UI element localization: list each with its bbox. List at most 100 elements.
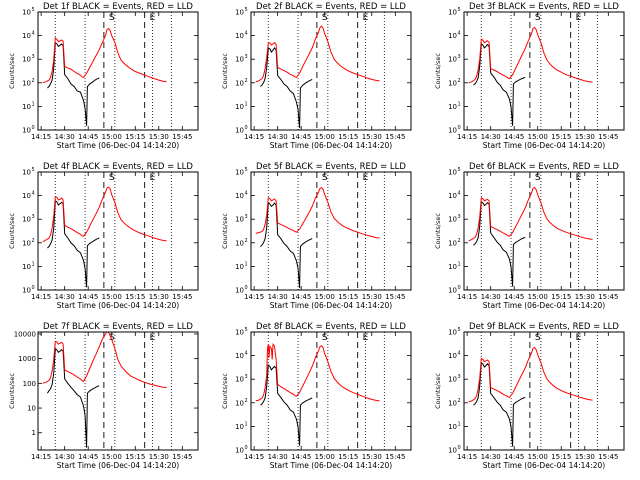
x-axis-label: Start Time (06-Dec-04 14:14:20) <box>483 301 605 310</box>
y-tick-label: 10 <box>235 9 244 17</box>
x-tick-label: 14:15 <box>31 133 51 141</box>
x-tick-label: 15:15 <box>551 293 571 301</box>
x-tick-label: 14:45 <box>291 293 311 301</box>
time-marker-label: S <box>109 173 115 183</box>
y-tick-label: 10 <box>448 399 457 407</box>
y-tick-exponent: 2 <box>458 238 461 244</box>
x-tick-label: 14:30 <box>55 453 75 461</box>
x-tick-label: 15:45 <box>172 453 192 461</box>
y-tick-exponent: 0 <box>458 285 461 291</box>
y-axis-label: Counts/sec <box>8 213 16 249</box>
x-tick-label: 14:30 <box>268 453 288 461</box>
time-marker-label: E <box>576 173 582 183</box>
plot-frame <box>37 171 199 291</box>
y-tick-exponent: 1 <box>458 101 461 107</box>
y-tick-label: 10 <box>22 56 31 64</box>
x-tick-label: 15:00 <box>102 453 122 461</box>
y-tick-exponent: 2 <box>245 398 248 404</box>
y-tick-label: 10 <box>448 32 457 40</box>
y-tick-exponent: 4 <box>458 191 461 197</box>
time-marker-label: S <box>535 173 541 183</box>
y-axis-label: Counts/sec <box>221 213 229 249</box>
x-axis-label: Start Time (06-Dec-04 14:14:20) <box>483 461 605 470</box>
y-tick-label: 10 <box>235 287 244 295</box>
y-tick-label: 10 <box>22 216 31 224</box>
time-marker-label: E <box>150 333 156 343</box>
y-tick-label: 10 <box>448 192 457 200</box>
events-series-line <box>47 199 100 288</box>
y-tick-exponent: 1 <box>32 261 35 267</box>
y-tick-label: 10 <box>235 127 244 135</box>
y-tick-exponent: 4 <box>245 351 248 357</box>
y-tick-label: 10 <box>448 263 457 271</box>
plot-frame <box>37 331 199 451</box>
time-marker-label: E <box>363 173 369 183</box>
y-tick-label: 10 <box>22 192 31 200</box>
y-tick-label: 10 <box>22 32 31 40</box>
lld-series-line <box>42 27 167 84</box>
x-tick-label: 15:30 <box>149 293 169 301</box>
y-tick-exponent: 4 <box>245 191 248 197</box>
y-axis-label: Counts/sec <box>8 373 16 409</box>
panel-title: Det 2f BLACK = Events, RED = LLD <box>256 2 406 12</box>
lld-series-line <box>255 186 380 239</box>
y-tick-exponent: 1 <box>245 101 248 107</box>
x-axis-label: Start Time (06-Dec-04 14:14:20) <box>270 141 392 150</box>
y-tick-exponent: 2 <box>245 78 248 84</box>
events-series-line <box>473 200 526 287</box>
y-tick-label: 10 <box>235 239 244 247</box>
x-tick-label: 14:30 <box>481 133 501 141</box>
y-tick-label: 10 <box>448 287 457 295</box>
y-tick-label: 10 <box>448 447 457 455</box>
y-tick-exponent: 4 <box>32 191 35 197</box>
x-tick-label: 14:30 <box>481 293 501 301</box>
x-tick-label: 15:30 <box>149 133 169 141</box>
y-tick-label: 10 <box>448 79 457 87</box>
y-tick-label: 10 <box>235 216 244 224</box>
x-tick-label: 14:45 <box>78 133 98 141</box>
x-tick-label: 14:45 <box>504 133 524 141</box>
y-tick-label: 1000 <box>18 355 36 363</box>
y-tick-label: 10 <box>22 169 31 177</box>
y-tick-exponent: 1 <box>245 421 248 427</box>
y-tick-label: 10 <box>448 423 457 431</box>
lld-series-line <box>255 25 380 83</box>
lld-series-line <box>468 186 593 242</box>
x-tick-label: 15:45 <box>385 293 405 301</box>
x-tick-label: 15:30 <box>362 293 382 301</box>
y-tick-exponent: 4 <box>245 31 248 37</box>
y-tick-exponent: 2 <box>458 398 461 404</box>
y-tick-exponent: 1 <box>458 421 461 427</box>
y-tick-exponent: 3 <box>458 54 461 60</box>
y-tick-exponent: 3 <box>458 374 461 380</box>
y-tick-label: 10 <box>448 352 457 360</box>
x-axis-label: Start Time (06-Dec-04 14:14:20) <box>57 301 179 310</box>
x-tick-label: 15:45 <box>172 133 192 141</box>
plot-frame <box>37 11 199 131</box>
y-tick-label: 10 <box>448 239 457 247</box>
x-tick-label: 15:15 <box>338 133 358 141</box>
lld-series-line <box>468 26 593 84</box>
y-axis-label: Counts/sec <box>434 53 442 89</box>
time-marker-label: S <box>109 13 115 23</box>
x-axis-label: Start Time (06-Dec-04 14:14:20) <box>57 461 179 470</box>
y-axis-label: Counts/sec <box>221 373 229 409</box>
x-tick-label: 14:45 <box>78 293 98 301</box>
y-tick-exponent: 5 <box>245 7 248 13</box>
lld-series-line <box>255 342 380 402</box>
y-tick-exponent: 3 <box>32 214 35 220</box>
y-tick-exponent: 2 <box>32 238 35 244</box>
y-tick-exponent: 3 <box>245 214 248 220</box>
lld-series-line <box>468 346 593 403</box>
x-tick-label: 15:30 <box>149 453 169 461</box>
y-tick-exponent: 0 <box>245 285 248 291</box>
events-series-line <box>473 42 526 126</box>
panel-title: Det 6f BLACK = Events, RED = LLD <box>469 162 619 172</box>
y-tick-label: 10 <box>448 329 457 337</box>
time-marker-label: S <box>535 13 541 23</box>
y-tick-exponent: 0 <box>245 445 248 451</box>
y-tick-label: 10000 <box>14 330 36 338</box>
plot-frame <box>463 171 625 291</box>
